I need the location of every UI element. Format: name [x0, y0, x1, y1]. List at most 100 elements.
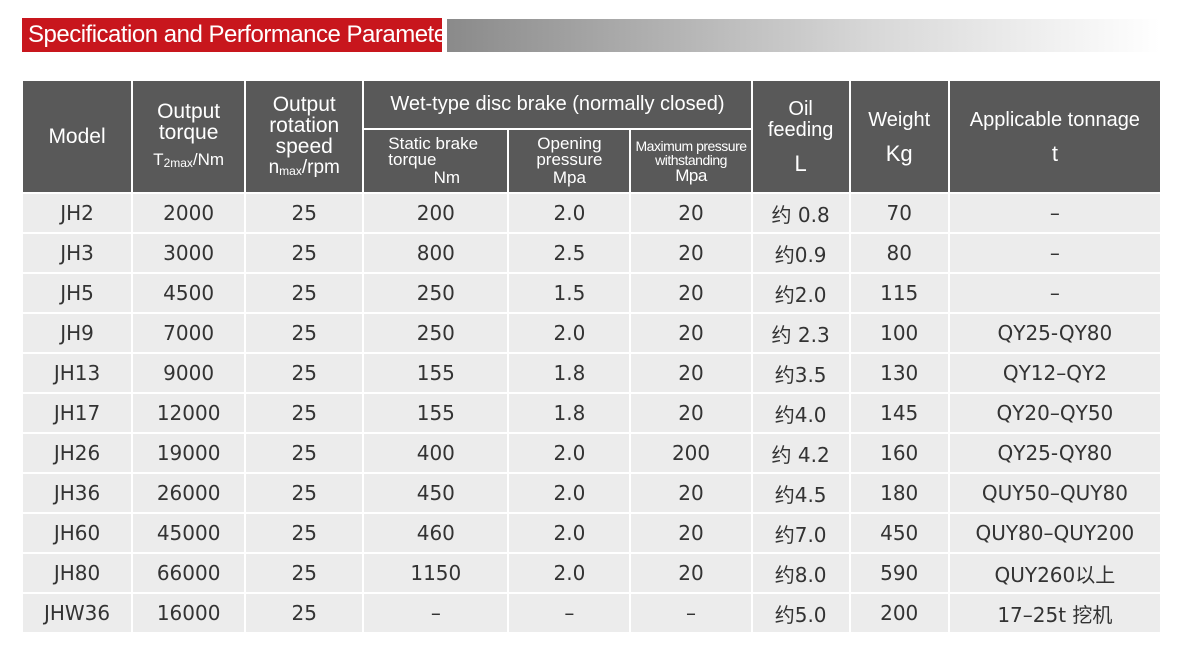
table-cell: 25	[246, 314, 363, 352]
table-cell: 20	[631, 354, 751, 392]
table-cell: 45000	[133, 514, 245, 552]
table-cell: 约7.0	[752, 514, 849, 552]
title-bar	[447, 19, 1160, 52]
table-cell: 400	[364, 434, 508, 472]
table-row: JH2 2000 25 200 2.0 20 约 0.8 70–	[23, 194, 1160, 232]
table-cell: 460	[364, 514, 508, 552]
table-cell: 20	[631, 514, 751, 552]
table-cell: 约2.0	[752, 274, 849, 312]
table-cell: JH26	[23, 434, 132, 472]
unit: Kg	[885, 140, 913, 166]
table-cell: 2.0	[509, 514, 630, 552]
table-cell: 250	[364, 314, 508, 352]
table-cell: 约8.0	[752, 554, 849, 592]
table-cell: 25	[246, 434, 363, 472]
table-cell: 16000	[133, 594, 245, 632]
table-cell: 约4.5	[752, 474, 849, 512]
header-label: Static brake torque	[388, 134, 479, 169]
table-cell: 1.8	[509, 354, 630, 392]
table-cell: 7000	[133, 314, 245, 352]
table-cell: 250	[364, 274, 508, 312]
table-cell: 25	[246, 594, 363, 632]
table-cell: 25	[246, 474, 363, 512]
table-cell: 约4.0	[752, 394, 849, 432]
unit: /Nm	[192, 150, 225, 169]
header-static: Static brake torque Nm	[364, 130, 508, 192]
unit-sub: max	[279, 163, 302, 178]
table-cell: JHW36	[23, 594, 132, 632]
table-cell: 2.0	[509, 314, 630, 352]
table-cell: –	[509, 594, 630, 632]
table-cell: 2000	[133, 194, 245, 232]
table-cell: 25	[246, 354, 363, 392]
table-cell: 180	[850, 474, 948, 512]
unit-sub: 2max	[163, 156, 193, 170]
table-row: JHW36 16000 25– – – 约5.0 200 17–25t 挖机	[23, 594, 1160, 632]
table-cell: 80	[850, 234, 948, 272]
table-cell: 1.5	[509, 274, 630, 312]
table-cell: 800	[364, 234, 508, 272]
header-tonnage: Applicable tonnage t	[949, 81, 1160, 192]
table-cell: 3000	[133, 234, 245, 272]
header-opening: Opening pressure Mpa	[509, 130, 630, 192]
table-cell: 26000	[133, 474, 245, 512]
table-cell: 2.0	[509, 474, 630, 512]
table-row: JH60 45000 25 460 2.0 20 约7.0 450 QUY80–QUY200	[23, 514, 1160, 552]
header-label: Maximum pressure withstanding	[635, 138, 748, 168]
table-row: JH5 4500 25 250 1.5 20 约2.0 115–	[23, 274, 1160, 312]
table-cell: 12000	[133, 394, 245, 432]
table-cell: 1.8	[509, 394, 630, 432]
table-cell: QY12–QY2	[949, 354, 1160, 392]
table-cell: –	[364, 594, 508, 632]
table-cell: 450	[850, 514, 948, 552]
table-row: JH36 26000 25 450 2.0 20 约4.5 180 QUY50–QUY80	[23, 474, 1160, 512]
table-cell: JH80	[23, 554, 132, 592]
table-cell: 20	[631, 234, 751, 272]
table-cell: 25	[246, 554, 363, 592]
table-cell: JH60	[23, 514, 132, 552]
table-cell: QY20–QY50	[949, 394, 1160, 432]
header-max-pressure: Maximum pressure withstanding Mpa	[631, 130, 751, 192]
table-cell: QY25-QY80	[949, 434, 1160, 472]
table-cell: –	[631, 594, 751, 632]
table-row: JH9 7000 25 250 2.0 20 约 2.3 100 QY25-QY80	[23, 314, 1160, 352]
table-cell: JH13	[23, 354, 132, 392]
table-cell: 25	[246, 194, 363, 232]
table-cell: 130	[850, 354, 948, 392]
table-cell: QUY50–QUY80	[949, 474, 1160, 512]
table-cell: 约 2.3	[752, 314, 849, 352]
header-oil: Oil feeding L	[752, 81, 849, 192]
header-label: Applicable tonnage	[969, 108, 1140, 131]
unit: Nm	[433, 168, 461, 187]
table-cell: JH17	[23, 394, 132, 432]
table-row: JH3 3000 25 800 2.5 20 约0.9 80–	[23, 234, 1160, 272]
table-cell: JH36	[23, 474, 132, 512]
table-cell: QY25-QY80	[949, 314, 1160, 352]
title: Specification and Performance Parameters	[22, 18, 466, 52]
header-label: Weight	[868, 108, 931, 131]
table-cell: JH2	[23, 194, 132, 232]
table-cell: –	[949, 194, 1160, 232]
table-cell: 20	[631, 314, 751, 352]
table-cell: 145	[850, 394, 948, 432]
unit: Mpa	[675, 166, 707, 185]
table-cell: 155	[364, 394, 508, 432]
table-cell: –	[949, 234, 1160, 272]
table-row: JH26 19000 25 400 2.0 200 约 4.2 160 QY25-QY80	[23, 434, 1160, 472]
table-cell: 450	[364, 474, 508, 512]
header-label: Output torque	[157, 100, 221, 144]
unit: Mpa	[552, 168, 586, 187]
table-cell: 115	[850, 274, 948, 312]
table-cell: 20	[631, 194, 751, 232]
header-torque: Output torque T2max/Nm	[133, 81, 245, 192]
table-cell: JH9	[23, 314, 132, 352]
table-cell: 20	[631, 554, 751, 592]
table-cell: 约 4.2	[752, 434, 849, 472]
table-cell: 2.0	[509, 434, 630, 472]
table-cell: JH5	[23, 274, 132, 312]
table-cell: –	[949, 274, 1160, 312]
header-brake: Wet-type disc brake (normally closed)	[364, 81, 751, 128]
table-cell: 25	[246, 234, 363, 272]
table-cell: 17–25t 挖机	[949, 594, 1160, 632]
table-cell: 2.0	[509, 194, 630, 232]
